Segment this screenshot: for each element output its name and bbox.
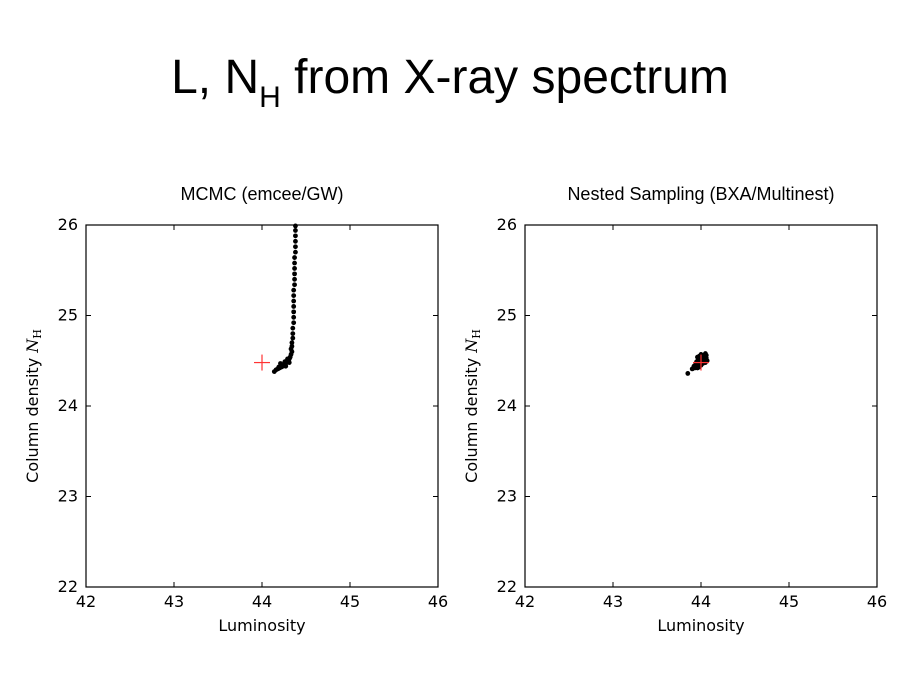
x-tick-label: 45 — [340, 592, 360, 611]
y-tick-label: 22 — [58, 577, 78, 596]
data-point — [293, 244, 298, 250]
x-tick-label: 45 — [779, 592, 799, 611]
data-point — [292, 266, 297, 271]
data-point — [286, 360, 292, 365]
y-tick-label: 25 — [497, 306, 517, 325]
chart-0: 42 43 44 45 46 22 23 24 25 26 Luminosity Column den… — [23, 215, 448, 635]
data-point — [292, 255, 297, 260]
data-point — [292, 260, 297, 266]
data-point — [291, 304, 297, 309]
data-point — [695, 354, 700, 360]
data-point — [293, 228, 298, 233]
data-point — [291, 314, 297, 320]
y-tick-label: 23 — [58, 487, 78, 506]
x-tick-label: 44 — [691, 592, 711, 611]
data-point — [293, 233, 298, 239]
data-point — [292, 271, 297, 277]
y-axis-label-symbol: N — [23, 338, 42, 354]
data-point — [289, 340, 295, 346]
slide-title: L, NH from X-ray spectrum — [0, 48, 900, 113]
y-axis-label-subscript: H — [470, 329, 483, 339]
data-point — [292, 276, 297, 282]
data-point — [290, 335, 296, 341]
plot-frame — [524, 224, 878, 588]
data-point — [291, 298, 297, 304]
title-main: L, N — [171, 51, 260, 104]
y-tick-label: 26 — [497, 215, 517, 234]
data-point — [703, 352, 709, 358]
data-point — [291, 293, 297, 298]
title-subscript: H — [259, 81, 281, 114]
y-tick-label: 26 — [58, 215, 78, 234]
data-point — [291, 309, 297, 315]
plot-frame — [85, 224, 439, 588]
y-tick-label: 24 — [58, 396, 78, 415]
x-tick-label: 43 — [603, 592, 623, 611]
data-point — [292, 282, 297, 288]
y-axis-label-subscript: H — [31, 329, 44, 339]
data-point — [291, 320, 297, 326]
data-point — [289, 343, 295, 349]
y-axis-label: Column density NH — [462, 329, 483, 483]
title-rest: from X-ray spectrum — [280, 51, 729, 104]
y-axis-label-text: Column density — [23, 353, 42, 483]
data-point — [293, 223, 298, 229]
y-axis-label-symbol: N — [462, 338, 481, 354]
y-tick-label: 23 — [497, 487, 517, 506]
x-tick-label: 43 — [164, 592, 184, 611]
x-tick-label: 42 — [515, 592, 535, 611]
y-tick-label: 25 — [58, 306, 78, 325]
data-point — [685, 371, 691, 376]
data-point — [290, 325, 296, 331]
data-point — [293, 238, 298, 244]
y-tick-label: 24 — [497, 396, 517, 415]
y-tick-label: 22 — [497, 577, 517, 596]
x-tick-label: 46 — [428, 592, 448, 611]
data-point — [285, 356, 290, 362]
x-axis-label: Luminosity — [657, 616, 744, 635]
data-point — [278, 361, 283, 366]
x-tick-label: 46 — [867, 592, 887, 611]
x-tick-label: 42 — [76, 592, 96, 611]
data-point — [291, 287, 297, 293]
chart-title-mcmc: MCMC (emcee/GW) — [180, 184, 344, 204]
chart-1: 42 43 44 45 46 22 23 24 25 26 Luminosity Column den… — [462, 215, 887, 635]
x-tick-label: 44 — [252, 592, 272, 611]
data-point — [293, 249, 298, 255]
y-axis-label: Column density NH — [23, 329, 44, 483]
y-axis-label-text: Column density — [462, 353, 481, 483]
data-point — [290, 331, 296, 336]
x-axis-label: Luminosity — [218, 616, 305, 635]
chart-title-nested: Nested Sampling (BXA/Multinest) — [567, 184, 835, 204]
data-point — [283, 363, 289, 369]
